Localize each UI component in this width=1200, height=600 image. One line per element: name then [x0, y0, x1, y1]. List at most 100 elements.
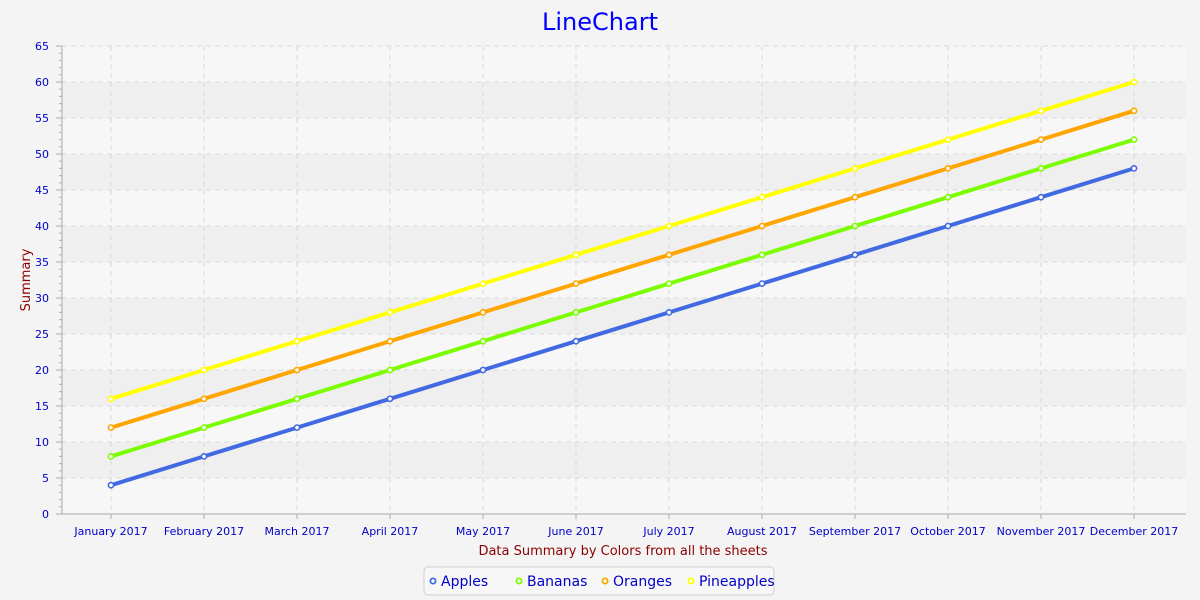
axes: [56, 45, 1186, 519]
legend-marker: [515, 577, 523, 585]
y-tick-label: 30: [35, 292, 49, 305]
data-point: [572, 337, 580, 345]
grid-lines: [62, 45, 1186, 515]
legend-box: [423, 566, 775, 596]
data-point: [758, 280, 766, 287]
data-point: [665, 280, 673, 287]
series-line-oranges: [109, 108, 1136, 430]
y-axis-ticks: 0 5 10 15 20 25 30 35 40 45 50 55 60 65: [35, 40, 49, 521]
data-point: [293, 366, 301, 374]
y-tick-label: 45: [35, 184, 49, 197]
x-axis-ticks: January 2017 February 2017 March 2017 April…: [73, 525, 1178, 538]
data-point: [758, 193, 766, 201]
data-point: [665, 222, 673, 230]
x-tick-label: November 2017: [997, 525, 1086, 538]
data-point: [386, 308, 394, 316]
data-point: [1037, 193, 1045, 201]
y-tick-label: 5: [42, 472, 49, 485]
data-point: [851, 222, 859, 230]
series-pineapples: [107, 78, 1138, 403]
data-point: [944, 136, 952, 143]
y-tick-label: 35: [35, 256, 49, 269]
x-tick-label: August 2017: [727, 525, 797, 538]
data-point: [944, 164, 952, 172]
x-tick-label: October 2017: [910, 525, 986, 538]
data-point: [1130, 136, 1138, 143]
series-layer: [107, 78, 1138, 489]
data-point: [386, 366, 394, 374]
legend-label: Apples: [441, 574, 488, 590]
data-point: [1130, 164, 1138, 172]
y-tick-label: 20: [35, 364, 49, 377]
series-oranges: [107, 107, 1138, 431]
x-tick-label: January 2017: [73, 525, 147, 538]
legend-label: Pineapples: [699, 574, 775, 590]
data-point: [851, 251, 859, 259]
data-point: [200, 366, 208, 374]
data-point: [386, 395, 394, 403]
data-point: [200, 395, 208, 403]
legend-marker: [601, 577, 609, 585]
legend-label: Bananas: [527, 574, 587, 590]
series-line-pineapples: [109, 80, 1136, 401]
x-tick-label: December 2017: [1090, 525, 1179, 538]
data-point: [851, 193, 859, 201]
data-point: [200, 424, 208, 431]
data-point: [479, 280, 487, 287]
legend: Apples Bananas Oranges Pineapples: [423, 566, 775, 596]
legend-item-apples[interactable]: Apples: [429, 574, 488, 590]
chart-title: LineChart: [542, 8, 658, 36]
x-tick-label: June 2017: [547, 525, 603, 538]
x-tick-label: March 2017: [264, 525, 329, 538]
data-point: [479, 337, 487, 345]
data-point: [1037, 164, 1045, 172]
data-point: [293, 395, 301, 403]
y-tick-label: 25: [35, 328, 49, 341]
data-point: [758, 251, 766, 259]
x-tick-label: September 2017: [809, 525, 901, 538]
x-tick-label: July 2017: [642, 525, 694, 538]
data-point: [572, 251, 580, 259]
series-line-apples: [109, 166, 1136, 488]
y-tick-label: 0: [42, 508, 49, 521]
data-point: [107, 452, 115, 460]
data-point: [572, 280, 580, 287]
data-point: [200, 452, 208, 460]
data-point: [479, 308, 487, 316]
data-point: [107, 481, 115, 489]
data-point: [944, 193, 952, 201]
y-tick-label: 55: [35, 112, 49, 125]
data-point: [944, 222, 952, 230]
y-tick-label: 65: [35, 40, 49, 53]
series-apples: [107, 164, 1138, 489]
data-point: [107, 395, 115, 403]
y-tick-label: 60: [35, 76, 49, 89]
series-bananas: [107, 136, 1138, 460]
data-point: [665, 251, 673, 259]
data-point: [851, 164, 859, 172]
legend-label: Oranges: [613, 574, 672, 590]
legend-item-oranges[interactable]: Oranges: [601, 574, 672, 590]
x-tick-label: February 2017: [164, 525, 244, 538]
data-point: [1130, 78, 1138, 86]
data-point: [572, 308, 580, 316]
data-point: [479, 366, 487, 374]
data-point: [758, 222, 766, 230]
legend-item-bananas[interactable]: Bananas: [515, 574, 587, 590]
data-point: [293, 337, 301, 345]
data-point: [1130, 107, 1138, 115]
x-tick-label: May 2017: [456, 525, 510, 538]
y-tick-label: 40: [35, 220, 49, 233]
series-line-bananas: [109, 137, 1136, 459]
data-point: [665, 308, 673, 316]
data-point: [1037, 136, 1045, 143]
y-tick-label: 15: [35, 400, 49, 413]
y-tick-label: 50: [35, 148, 49, 161]
legend-marker: [687, 577, 695, 585]
legend-marker: [429, 577, 437, 585]
legend-item-pineapples[interactable]: Pineapples: [687, 574, 775, 590]
x-tick-label: April 2017: [362, 525, 419, 538]
y-axis-label: Summary: [19, 248, 34, 311]
